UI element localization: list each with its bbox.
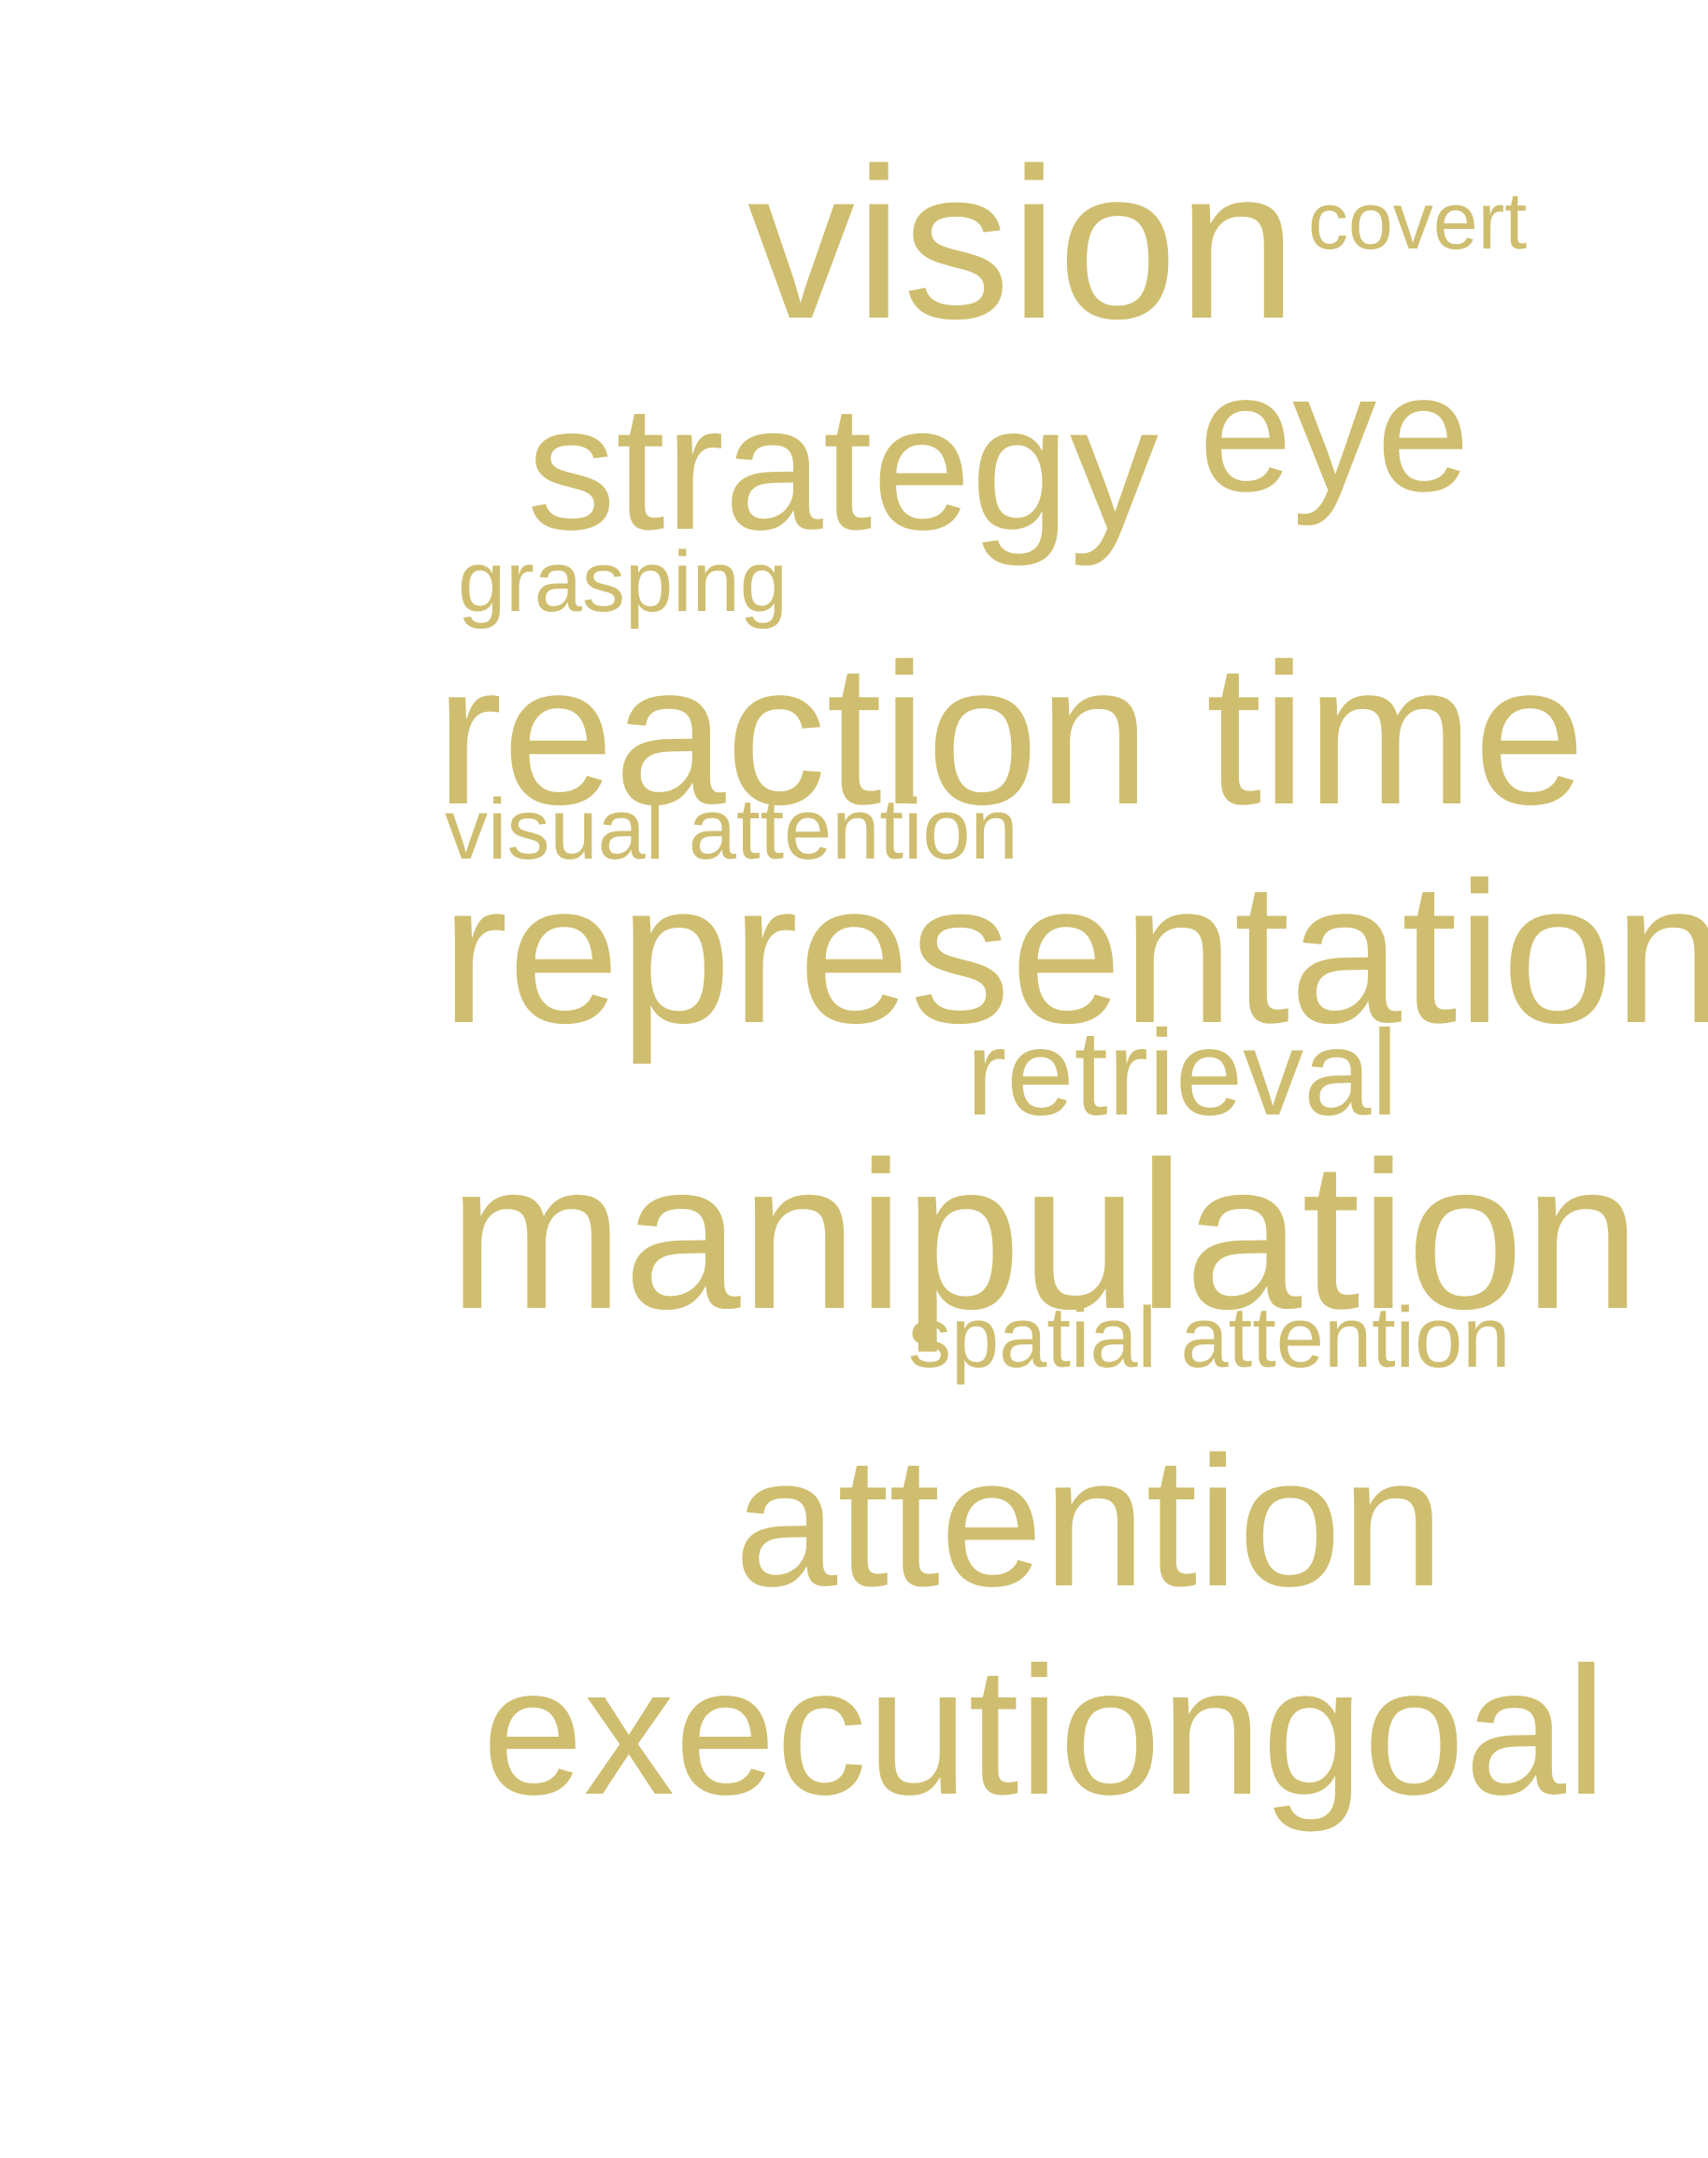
word-visual-attention: visual attention	[445, 782, 1018, 877]
word-grasping: grasping	[458, 534, 788, 630]
word-covert: covert	[1308, 177, 1528, 266]
word-retrieval: retrieval	[966, 1004, 1399, 1141]
word-manipulation: manipulation	[448, 1117, 1641, 1353]
word-executiongoal: executiongoal	[482, 1629, 1607, 1833]
word-attention: attention	[734, 1418, 1445, 1625]
word-representation: representation	[441, 840, 1708, 1065]
word-vision: vision	[747, 123, 1298, 363]
word-strategy: strategy	[527, 369, 1159, 567]
word-reaction-time: reaction time	[435, 621, 1586, 846]
word-eye: eye	[1199, 339, 1471, 527]
word-spatial-attention: spatial attention	[908, 1290, 1511, 1385]
